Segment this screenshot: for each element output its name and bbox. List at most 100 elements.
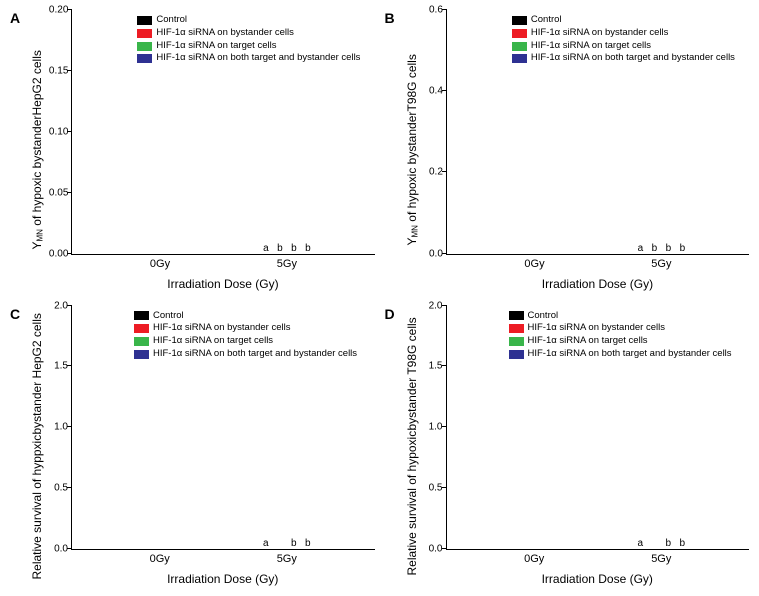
legend-item: Control — [512, 14, 735, 27]
significance-marker: b — [666, 538, 672, 549]
x-tick-label: 0Gy — [150, 553, 170, 565]
legend-swatch — [137, 54, 152, 63]
legend-label: HIF-1α siRNA on bystander cells — [531, 27, 669, 40]
legend-label: HIF-1α siRNA on target cells — [528, 335, 648, 348]
y-tick-label: 1.5 — [42, 361, 68, 372]
legend-item: HIF-1α siRNA on both target and bystande… — [509, 348, 732, 361]
significance-marker: a — [263, 243, 269, 254]
chart-box: 0.00.51.01.52.0ControlHIF-1α siRNA on by… — [446, 306, 750, 551]
x-axis-label: Irradiation Dose (Gy) — [446, 572, 750, 586]
panel-label: C — [10, 306, 20, 322]
legend-item: HIF-1α siRNA on bystander cells — [137, 27, 360, 40]
legend-label: HIF-1α siRNA on both target and bystande… — [153, 348, 357, 361]
legend-swatch — [509, 324, 524, 333]
panel-c: C Relative survival of hyppxicbystander H… — [10, 306, 375, 587]
legend-item: Control — [509, 310, 732, 323]
legend-swatch — [134, 350, 149, 359]
legend-label: HIF-1α siRNA on bystander cells — [528, 322, 666, 335]
legend-label: HIF-1α siRNA on bystander cells — [156, 27, 294, 40]
legend-swatch — [512, 54, 527, 63]
legend-item: HIF-1α siRNA on target cells — [137, 40, 360, 53]
y-tick-label: 0.10 — [42, 126, 68, 137]
y-tick-label: 0.15 — [42, 65, 68, 76]
legend-label: HIF-1α siRNA on bystander cells — [153, 322, 291, 335]
legend-swatch — [512, 42, 527, 51]
x-tick-label: 5Gy — [651, 553, 671, 565]
y-tick-label: 0.0 — [417, 248, 443, 259]
legend: ControlHIF-1α siRNA on bystander cellsHI… — [134, 310, 357, 361]
y-tick-label: 1.0 — [42, 422, 68, 433]
y-tick-label: 2.0 — [417, 300, 443, 311]
y-tick-label: 0.20 — [42, 5, 68, 16]
legend-label: HIF-1α siRNA on both target and bystande… — [156, 52, 360, 65]
chart-box: 0.000.050.100.150.20ControlHIF-1α siRNA … — [71, 10, 374, 255]
y-tick-label: 2.0 — [42, 300, 68, 311]
legend-label: Control — [531, 14, 562, 27]
panel-label: D — [385, 306, 395, 322]
legend: ControlHIF-1α siRNA on bystander cellsHI… — [512, 14, 735, 65]
legend-label: Control — [156, 14, 187, 27]
significance-marker: b — [277, 243, 283, 254]
legend-swatch — [134, 311, 149, 320]
y-tick-label: 0.05 — [42, 187, 68, 198]
panel-d: DRelative survival of hypoxicbystander T… — [385, 306, 750, 587]
legend-item: HIF-1α siRNA on target cells — [512, 40, 735, 53]
legend-label: HIF-1α siRNA on target cells — [156, 40, 276, 53]
significance-marker: b — [680, 243, 686, 254]
legend-item: HIF-1α siRNA on target cells — [509, 335, 732, 348]
significance-marker: b — [666, 243, 672, 254]
significance-marker: b — [305, 243, 311, 254]
significance-marker: b — [291, 538, 297, 549]
legend-swatch — [512, 29, 527, 38]
y-tick-label: 1.0 — [417, 422, 443, 433]
y-tick-label: 0.0 — [417, 544, 443, 555]
panel-b: BYMN of hypoxic bystanderT98G cells0.00.… — [385, 10, 750, 291]
legend-swatch — [509, 337, 524, 346]
significance-marker: b — [680, 538, 686, 549]
legend-item: HIF-1α siRNA on both target and bystande… — [134, 348, 357, 361]
y-tick-label: 0.2 — [417, 167, 443, 178]
x-axis-label: Irradiation Dose (Gy) — [446, 277, 749, 291]
legend-swatch — [134, 337, 149, 346]
significance-marker: b — [291, 243, 297, 254]
plot-area: YMN of hypoxic bystanderHepG2 cells0.000… — [28, 10, 375, 291]
y-tick-label: 1.5 — [417, 361, 443, 372]
panel-label: A — [10, 10, 20, 26]
legend-swatch — [137, 16, 152, 25]
legend-item: HIF-1α siRNA on bystander cells — [512, 27, 735, 40]
chart-box: 0.00.20.40.6ControlHIF-1α siRNA on bysta… — [446, 10, 749, 255]
y-tick-label: 0.00 — [42, 248, 68, 259]
x-tick-label: 5Gy — [651, 258, 671, 270]
legend-swatch — [509, 311, 524, 320]
legend-label: Control — [528, 310, 559, 323]
legend-item: HIF-1α siRNA on target cells — [134, 335, 357, 348]
legend: ControlHIF-1α siRNA on bystander cellsHI… — [137, 14, 360, 65]
y-tick-label: 0.6 — [417, 5, 443, 16]
significance-marker: a — [263, 538, 269, 549]
legend-swatch — [512, 16, 527, 25]
legend-item: Control — [134, 310, 357, 323]
significance-marker: a — [638, 243, 644, 254]
legend-swatch — [134, 324, 149, 333]
x-axis-label: Irradiation Dose (Gy) — [71, 277, 374, 291]
legend-item: HIF-1α siRNA on bystander cells — [134, 322, 357, 335]
y-tick-label: 0.5 — [42, 483, 68, 494]
plot-area: Relative survival of hyppxicbystander He… — [28, 306, 375, 587]
legend-item: HIF-1α siRNA on both target and bystande… — [512, 52, 735, 65]
panel-label: B — [385, 10, 395, 26]
legend: ControlHIF-1α siRNA on bystander cellsHI… — [509, 310, 732, 361]
y-tick-label: 0.0 — [42, 544, 68, 555]
legend-label: HIF-1α siRNA on both target and bystande… — [528, 348, 732, 361]
legend-swatch — [509, 350, 524, 359]
legend-label: HIF-1α siRNA on target cells — [531, 40, 651, 53]
significance-marker: b — [305, 538, 311, 549]
panel-a: A YMN of hypoxic bystanderHepG2 cells0.00… — [10, 10, 375, 291]
plot-area: YMN of hypoxic bystanderT98G cells0.00.2… — [403, 10, 750, 291]
x-tick-label: 5Gy — [277, 258, 297, 270]
significance-marker: a — [638, 538, 644, 549]
x-axis-label: Irradiation Dose (Gy) — [71, 572, 375, 586]
legend-swatch — [137, 29, 152, 38]
significance-marker: b — [652, 243, 658, 254]
x-tick-label: 0Gy — [524, 258, 544, 270]
legend-label: HIF-1α siRNA on target cells — [153, 335, 273, 348]
